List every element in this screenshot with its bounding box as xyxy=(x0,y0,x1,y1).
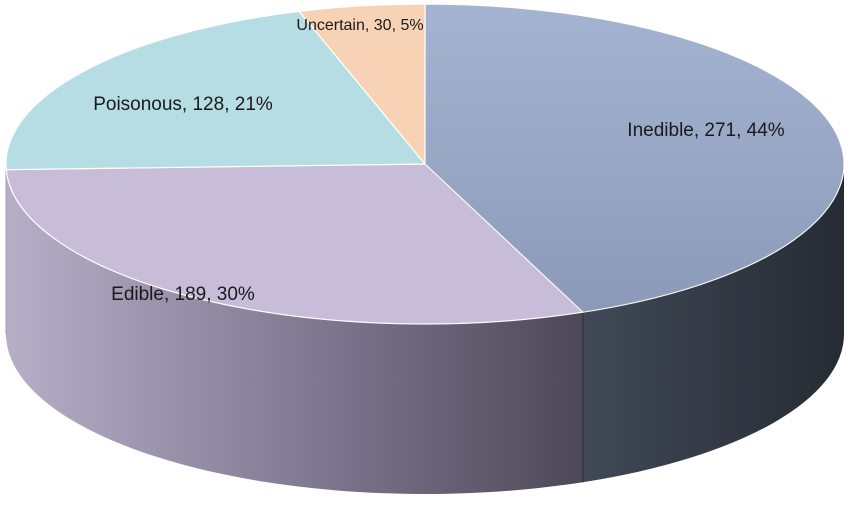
data-label-poisonous: Poisonous, 128, 21% xyxy=(93,94,273,115)
data-label-uncertain: Uncertain, 30, 5% xyxy=(296,17,423,34)
data-label-edible: Edible, 189, 30% xyxy=(111,284,255,305)
pie-top-faces xyxy=(6,4,844,324)
data-label-inedible: Inedible, 271, 44% xyxy=(627,120,785,141)
